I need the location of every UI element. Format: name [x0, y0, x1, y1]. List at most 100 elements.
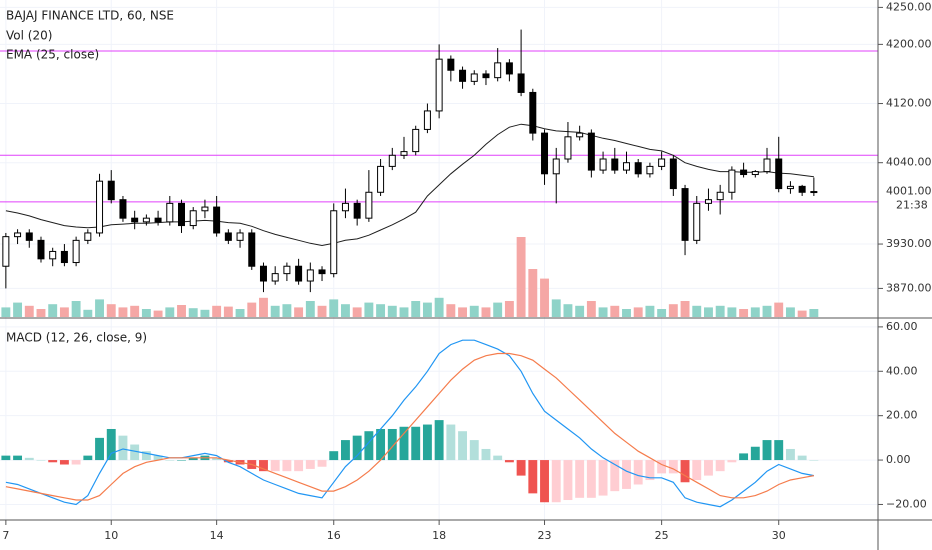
x-tick-label: 7	[2, 529, 9, 542]
histogram-bar	[59, 460, 69, 465]
candle-body	[119, 199, 127, 219]
volume-bar	[200, 309, 210, 317]
histogram-bar	[528, 460, 538, 494]
macd-title: MACD (12, 26, close, 9)	[6, 331, 147, 345]
candle-body	[693, 202, 701, 241]
x-tick-label: 25	[655, 529, 669, 542]
histogram-bar	[610, 460, 620, 492]
candle-body	[529, 91, 537, 134]
histogram-bar	[680, 460, 690, 483]
histogram-bar	[340, 440, 350, 461]
histogram-bar	[434, 420, 444, 461]
volume-bar	[165, 307, 175, 317]
volume-bar	[633, 307, 643, 317]
x-tick-label: 18	[432, 529, 446, 542]
ema-line	[5, 123, 814, 247]
candle-body	[201, 206, 209, 212]
histogram-bar	[411, 426, 421, 461]
volume-bar	[1, 307, 11, 317]
volume-bar	[493, 302, 503, 317]
volume-bar	[551, 299, 561, 317]
histogram-bar	[270, 460, 280, 472]
volume-bar	[24, 305, 34, 317]
candle-body	[459, 69, 467, 82]
histogram-bar	[575, 460, 585, 498]
candle-body	[658, 158, 666, 167]
volume-bar	[762, 305, 772, 317]
y-tick-label: 40.00	[886, 364, 918, 377]
candle-body	[517, 73, 525, 93]
volume-bar	[469, 305, 479, 317]
candle-body	[669, 158, 677, 190]
candle-body	[2, 236, 10, 267]
volume-bar	[352, 307, 362, 317]
volume-bar	[575, 305, 585, 317]
y-tick-label: 4040.00	[886, 156, 932, 169]
candle-body	[786, 185, 794, 190]
volume-bar	[223, 306, 233, 317]
candle-body	[96, 180, 104, 234]
histogram-bar	[633, 460, 643, 485]
candle-body	[72, 239, 80, 264]
volume-bar	[610, 305, 620, 317]
candle-body	[447, 58, 455, 71]
histogram-bar	[516, 460, 526, 476]
candle-body	[716, 191, 724, 201]
y-tick-label: 3870.00	[886, 281, 932, 294]
candle-body	[107, 180, 115, 201]
histogram-bar	[551, 460, 561, 503]
volume-bar	[188, 308, 198, 317]
candle-body	[166, 202, 174, 223]
y-tick-label: 4250.00	[886, 0, 932, 13]
volume-bar	[376, 304, 386, 317]
volume-bar	[680, 301, 690, 317]
volume-bar	[399, 307, 409, 317]
candle-body	[189, 210, 197, 227]
volume-bar	[48, 304, 58, 317]
candle-body	[435, 58, 443, 112]
volume-bar	[540, 278, 549, 317]
volume-bar	[458, 307, 468, 317]
histogram-bar	[809, 460, 819, 461]
candle-body	[810, 191, 818, 194]
y-tick-label: 60.00	[886, 320, 918, 333]
legend-volume: Vol (20)	[6, 29, 52, 43]
candle-body	[494, 62, 502, 79]
histogram-bar	[563, 460, 573, 501]
volume-bar	[141, 309, 151, 317]
volume-bar	[235, 309, 245, 317]
candle-body	[740, 169, 748, 176]
candle-body	[611, 158, 619, 171]
candle-body	[14, 232, 22, 238]
volume-bar	[657, 309, 667, 317]
histogram-bar	[317, 460, 327, 467]
candle-body	[37, 239, 45, 260]
candle-body	[470, 73, 478, 82]
volume-bar	[715, 305, 725, 317]
histogram-bar	[282, 460, 292, 472]
volume-bar	[411, 301, 421, 317]
volume-bar	[177, 305, 186, 317]
candle-body	[423, 110, 431, 130]
histogram-bar	[305, 460, 315, 469]
volume-bar	[247, 302, 257, 317]
volume-bar	[481, 307, 491, 317]
histogram-bar	[540, 460, 549, 503]
candle-body	[178, 202, 186, 227]
histogram-bar	[422, 424, 432, 461]
volume-bar	[118, 307, 128, 317]
candle-body	[213, 206, 221, 234]
volume-bar	[504, 301, 514, 317]
candle-body	[400, 151, 408, 156]
candle-body	[259, 265, 267, 282]
histogram-bar	[141, 451, 151, 461]
candle-body	[564, 136, 572, 160]
candle-body	[142, 217, 150, 223]
histogram-bar	[727, 460, 737, 463]
histogram-bar	[446, 424, 456, 461]
volume-bar	[153, 310, 163, 317]
volume-bar	[809, 309, 819, 317]
candle-body	[634, 162, 642, 175]
